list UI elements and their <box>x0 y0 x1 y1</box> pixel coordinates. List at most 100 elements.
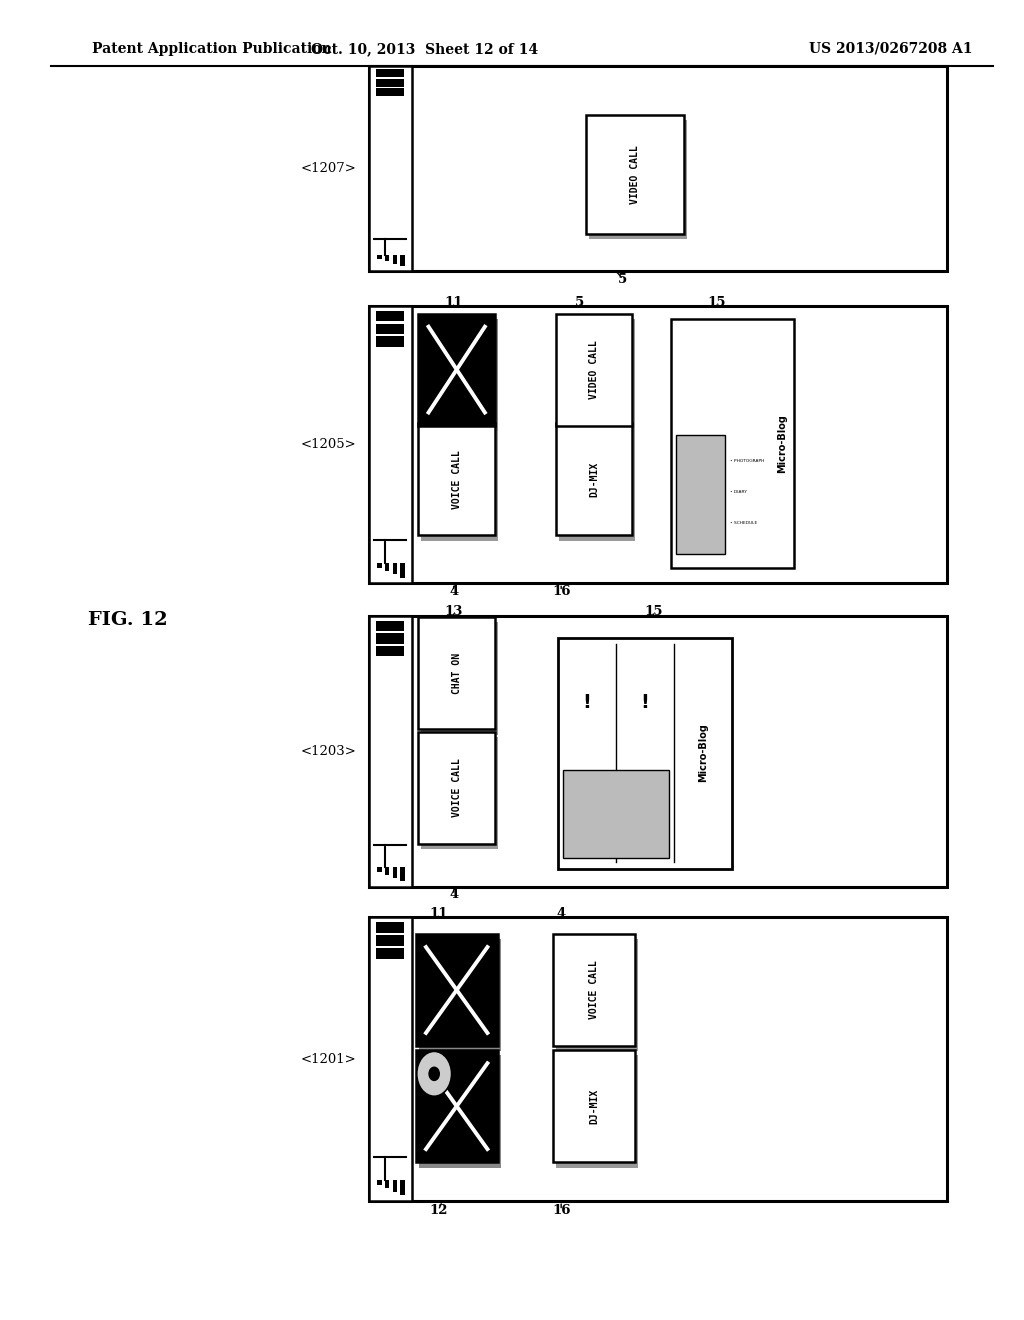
Bar <box>369 616 412 887</box>
Bar <box>563 770 669 858</box>
Bar <box>400 867 404 882</box>
Bar <box>555 422 632 536</box>
Bar <box>419 422 496 536</box>
Bar <box>385 1180 389 1188</box>
Text: VOICE CALL: VOICE CALL <box>452 450 462 508</box>
Bar <box>558 638 732 869</box>
Bar <box>369 66 947 271</box>
Bar <box>393 1180 397 1192</box>
Text: 15: 15 <box>708 296 726 309</box>
Text: VOICE CALL: VOICE CALL <box>452 759 462 817</box>
Bar <box>419 618 496 729</box>
Bar <box>419 1056 501 1168</box>
Text: <1201>: <1201> <box>301 1053 356 1065</box>
Bar <box>419 940 501 1051</box>
Text: 12: 12 <box>429 1204 447 1217</box>
Text: US 2013/0267208 A1: US 2013/0267208 A1 <box>809 42 973 55</box>
Circle shape <box>429 1067 439 1080</box>
Bar <box>385 562 389 572</box>
Text: CHAT ON: CHAT ON <box>452 652 462 694</box>
Bar <box>393 867 397 878</box>
Text: FIG. 12: FIG. 12 <box>88 611 168 630</box>
Bar <box>376 634 404 644</box>
Bar <box>369 306 412 583</box>
Text: <1205>: <1205> <box>301 438 356 451</box>
Bar <box>556 1056 638 1168</box>
Text: 5: 5 <box>574 296 585 309</box>
Text: 5: 5 <box>617 273 628 286</box>
Text: 16: 16 <box>552 585 570 598</box>
Bar <box>377 1180 382 1185</box>
Bar <box>422 623 499 734</box>
Bar <box>376 923 404 933</box>
Bar <box>385 255 389 261</box>
Text: Micro-Blog: Micro-Blog <box>777 414 787 473</box>
Text: Patent Application Publication: Patent Application Publication <box>92 42 332 55</box>
Bar <box>376 79 404 87</box>
Bar <box>590 120 686 239</box>
Bar <box>376 948 404 960</box>
Bar <box>376 645 404 656</box>
Text: 4: 4 <box>449 585 459 598</box>
Bar <box>671 319 794 568</box>
Bar <box>559 319 635 430</box>
Text: 11: 11 <box>444 296 463 309</box>
Bar <box>376 312 404 322</box>
Bar <box>376 620 404 631</box>
Bar <box>369 917 947 1201</box>
Bar <box>676 436 725 554</box>
Bar <box>555 314 632 425</box>
Bar <box>385 867 389 875</box>
Text: Oct. 10, 2013  Sheet 12 of 14: Oct. 10, 2013 Sheet 12 of 14 <box>311 42 539 55</box>
Bar <box>369 616 947 887</box>
Bar <box>376 88 404 96</box>
Text: !: ! <box>583 693 592 711</box>
Bar <box>393 562 397 574</box>
Bar <box>369 66 412 271</box>
Bar <box>369 306 947 583</box>
Text: DJ-MIX: DJ-MIX <box>589 1089 599 1123</box>
Text: VOICE CALL: VOICE CALL <box>589 961 599 1019</box>
Bar <box>416 935 498 1045</box>
Bar <box>376 337 404 347</box>
Text: !: ! <box>641 693 649 711</box>
Bar <box>419 314 496 425</box>
Text: 4: 4 <box>556 907 566 920</box>
Bar <box>422 319 499 430</box>
Text: • SCHEDULE: • SCHEDULE <box>730 521 758 525</box>
Circle shape <box>417 1051 452 1096</box>
Bar <box>559 428 635 541</box>
Text: VIDEO CALL: VIDEO CALL <box>630 145 640 203</box>
Bar <box>400 562 404 578</box>
Bar <box>369 917 412 1201</box>
Bar <box>376 323 404 334</box>
Bar <box>377 562 382 568</box>
Bar <box>377 255 382 259</box>
Text: Micro-Blog: Micro-Blog <box>698 723 709 783</box>
Bar <box>422 737 499 850</box>
Text: <1203>: <1203> <box>300 746 356 758</box>
Bar <box>586 115 684 234</box>
Text: <1207>: <1207> <box>300 162 356 174</box>
Text: 16: 16 <box>552 1204 570 1217</box>
Text: 11: 11 <box>429 907 447 920</box>
Bar <box>422 428 499 541</box>
Bar <box>400 1180 404 1195</box>
Bar <box>553 935 635 1045</box>
Bar <box>556 940 638 1051</box>
Text: • DIARY: • DIARY <box>730 491 746 495</box>
Text: 4: 4 <box>449 888 459 902</box>
Text: DJ-MIX: DJ-MIX <box>589 462 599 496</box>
Bar <box>416 1051 498 1163</box>
Bar <box>400 255 404 267</box>
Bar <box>553 1051 635 1163</box>
Text: 13: 13 <box>444 605 463 618</box>
Text: 15: 15 <box>644 605 663 618</box>
Text: VIDEO CALL: VIDEO CALL <box>589 341 599 399</box>
Bar <box>393 255 397 264</box>
Text: • PHOTOGRAPH: • PHOTOGRAPH <box>730 459 765 463</box>
Bar <box>376 70 404 78</box>
Bar <box>377 867 382 871</box>
Bar <box>376 936 404 946</box>
Bar <box>419 731 496 845</box>
